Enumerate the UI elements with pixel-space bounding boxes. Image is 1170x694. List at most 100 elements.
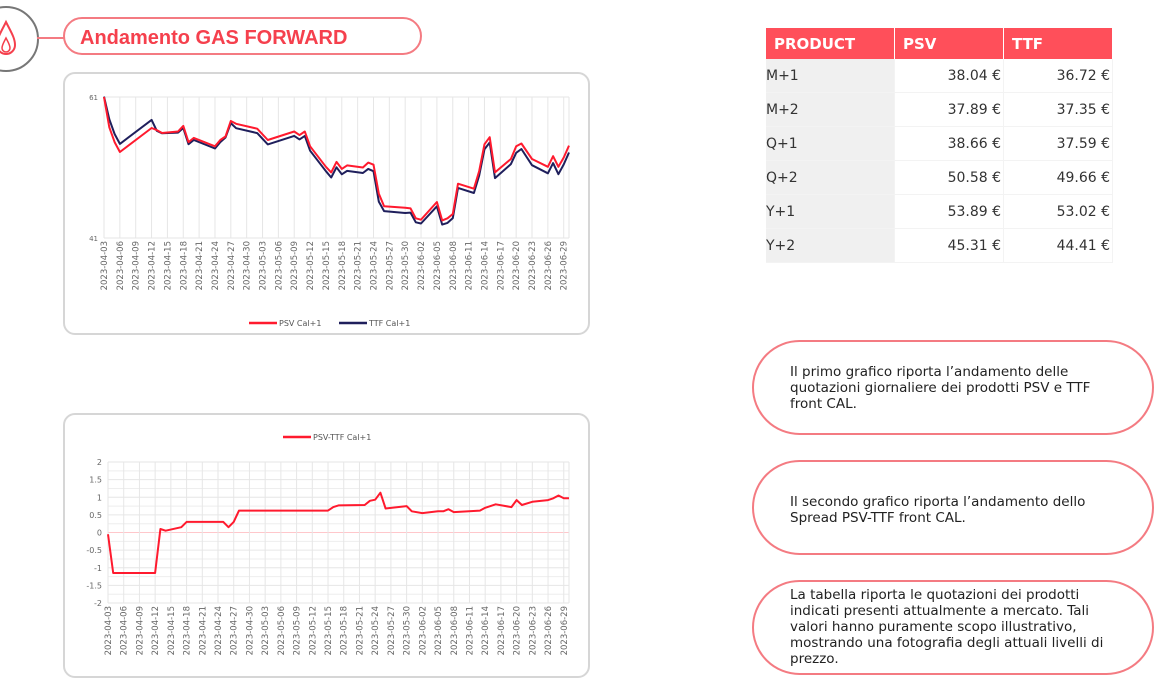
x-tick-label: 2023-04-30 [243,241,253,290]
y-tick-label: 0 [97,529,102,538]
header-product: PRODUCT [766,28,895,59]
psv-cell: 45.31 € [894,228,1004,263]
x-tick-label: 2023-05-09 [293,606,303,655]
series-line-ttf-cal-1 [103,96,570,226]
y-tick-label: 61 [89,94,98,102]
y-tick-label: -1 [94,564,102,573]
y-tick-label: 0.5 [89,511,102,520]
x-tick-label: 2023-05-06 [274,241,284,290]
y-tick-label: -2 [94,599,102,608]
x-tick-label: 2023-04-03 [104,606,114,655]
note-chart1: Il primo grafico riporta l’andamento del… [752,340,1154,435]
x-tick-label: 2023-05-30 [403,606,413,655]
x-tick-label: 2023-06-08 [449,241,459,290]
note-text: Il primo grafico riporta l’andamento del… [790,364,1091,412]
x-tick-label: 2023-06-14 [481,606,491,655]
x-tick-label: 2023-05-12 [306,241,316,290]
table-row: Y+2 45.31 €44.41 € [766,228,1113,263]
x-tick-label: 2023-05-15 [324,606,334,655]
table-row: Q+2 50.58 €49.66 € [766,160,1113,195]
note-text: La tabella riporta le quotazioni dei pro… [790,587,1104,667]
chart-svg: -2 -1.5 -1 -0.5 0 0.5 1 1.5 2 2023-04-03 2023-04-0… [86,433,570,655]
x-tick-label: 2023-04-09 [135,606,145,655]
series-line-psv-ttf-cal-1 [107,491,569,574]
psv-cell: 38.04 € [894,59,1004,93]
y-tick-label: 41 [89,235,98,243]
x-tick-label: 2023-06-20 [512,241,522,290]
x-tick-label: 2023-06-17 [497,606,507,655]
x-tick-label: 2023-06-14 [480,241,490,290]
x-tick-label: 2023-04-30 [245,606,255,655]
psv-cell: 50.58 € [894,160,1004,195]
x-tick-label: 2023-06-29 [560,606,570,655]
product-cell: Q+1 [766,126,895,161]
table-row: Q+1 38.66 €37.59 € [766,126,1113,161]
x-tick-label: 2023-04-06 [116,241,126,290]
x-tick-label: 2023-04-09 [132,241,142,290]
product-cell: Y+2 [766,228,895,263]
x-tick-label: 2023-04-24 [211,241,221,290]
title-connector [37,37,64,39]
legend-label: PSV-TTF Cal+1 [313,433,371,442]
x-tick-label: 2023-06-11 [465,606,475,655]
x-tick-label: 2023-05-21 [354,241,364,290]
x-tick-label: 2023-05-24 [369,241,379,290]
product-cell: M+2 [766,92,895,127]
x-tick-label: 2023-06-05 [434,606,444,655]
x-tick-label: 2023-04-27 [227,241,237,290]
x-tick-label: 2023-05-21 [355,606,365,655]
chart-svg: 41 61 2023-04-03 2023-04-06 2023-04-09 2023-0… [89,94,570,328]
page-title-pill: Andamento GAS FORWARD [63,17,422,55]
x-tick-label: 2023-06-11 [465,241,475,290]
x-tick-label: 2023-06-08 [450,606,460,655]
header-ttf: TTF [1003,28,1113,59]
price-table: PRODUCT PSV TTF M+1 38.04 €36.72 € M+2 37.8… [766,28,1113,263]
x-tick-label: 2023-05-15 [322,241,332,290]
series-line-psv-cal-1 [103,96,570,222]
x-tick-label: 2023-04-12 [151,606,161,655]
table-row: M+2 37.89 €37.35 € [766,92,1113,127]
x-tick-label: 2023-05-03 [259,241,269,290]
x-tick-label: 2023-04-21 [195,241,205,290]
x-tick-label: 2023-04-24 [214,606,224,655]
legend-label: TTF Cal+1 [368,319,410,328]
product-cell: M+1 [766,59,895,93]
x-tick-label: 2023-06-23 [528,241,538,290]
x-tick-label: 2023-04-12 [148,241,158,290]
x-tick-label: 2023-04-15 [163,241,173,290]
x-tick-label: 2023-06-29 [560,241,570,290]
note-table: La tabella riporta le quotazioni dei pro… [752,580,1154,675]
note-chart2: Il secondo grafico riporta l’andamento d… [752,460,1154,555]
x-tick-label: 2023-06-02 [418,606,428,655]
x-tick-label: 2023-06-02 [417,241,427,290]
spread-chart: -2 -1.5 -1 -0.5 0 0.5 1 1.5 2 2023-04-03 2023-04-0… [63,413,590,678]
x-tick-label: 2023-05-03 [261,606,271,655]
x-tick-label: 2023-04-03 [100,241,110,290]
y-tick-label: -0.5 [86,546,102,555]
product-cell: Y+1 [766,194,895,229]
table-row: M+1 38.04 €36.72 € [766,59,1113,93]
x-tick-label: 2023-05-18 [340,606,350,655]
ttf-cell: 37.35 € [1003,92,1113,127]
x-tick-label: 2023-04-18 [183,606,193,655]
x-tick-label: 2023-05-12 [308,606,318,655]
x-tick-label: 2023-06-23 [528,606,538,655]
x-tick-label: 2023-04-27 [230,606,240,655]
ttf-cell: 44.41 € [1003,228,1113,263]
x-tick-label: 2023-05-06 [277,606,287,655]
ttf-cell: 37.59 € [1003,126,1113,161]
x-tick-label: 2023-05-30 [401,241,411,290]
x-tick-label: 2023-05-09 [290,241,300,290]
y-tick-label: 1.5 [89,476,102,485]
y-tick-label: -1.5 [86,581,102,590]
gas-flame-icon [0,6,39,72]
ttf-cell: 53.02 € [1003,194,1113,229]
ttf-cell: 49.66 € [1003,160,1113,195]
note-text: Il secondo grafico riporta l’andamento d… [790,494,1086,526]
x-tick-label: 2023-06-20 [513,606,523,655]
psv-cell: 38.66 € [894,126,1004,161]
psv-cell: 37.89 € [894,92,1004,127]
x-tick-label: 2023-04-15 [167,606,177,655]
page-title: Andamento GAS FORWARD [80,27,348,49]
x-tick-label: 2023-06-26 [544,606,554,655]
